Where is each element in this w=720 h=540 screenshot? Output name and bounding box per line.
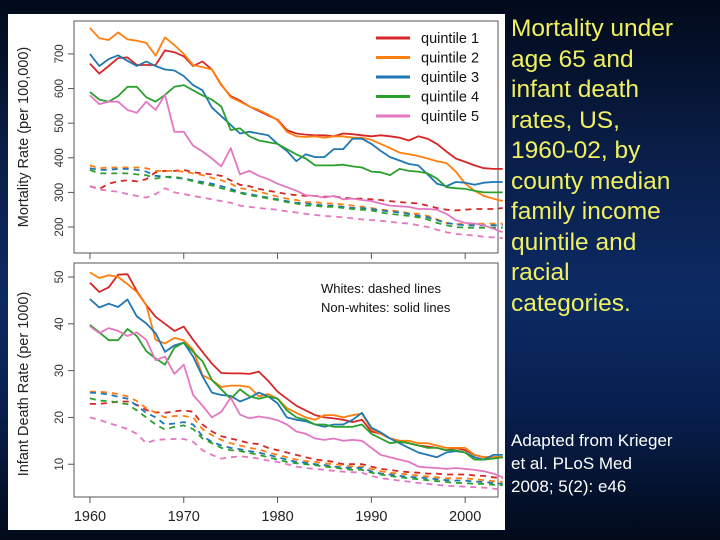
mortality-line-quintile-5-whites: [89, 185, 503, 239]
mortality-y-tick-label: 600: [54, 79, 66, 98]
infant-death-line-quintile-3-non-whites: [89, 298, 503, 461]
mortality-line-quintile-4-whites: [89, 169, 503, 229]
infant-death-plot-frame: [73, 262, 499, 498]
infant-death-line-quintile-2-whites: [89, 390, 503, 483]
infant-death-y-tick-label: 30: [54, 364, 66, 377]
mortality-y-tick-label: 500: [54, 114, 66, 133]
slide-title-line: family income: [511, 198, 661, 225]
mortality-line-quintile-2-non-whites: [89, 27, 503, 202]
citation-line: 2008; 5(2): e46: [511, 477, 627, 496]
legend-label: quintile 3: [421, 70, 479, 86]
infant-death-y-axis-label: Infant Death Rate (per 1000): [16, 292, 32, 477]
legend-label: quintile 1: [421, 31, 479, 47]
citation: Adapted from Krieger et al. PLoS Med 200…: [511, 429, 716, 498]
chart-panel: 200 300 400 500 600 700 Mortality Rate (per 1…: [8, 14, 505, 530]
infant-death-y-tick-label: 20: [54, 411, 66, 424]
infant-death-line-quintile-4-non-whites: [89, 324, 503, 461]
mortality-y-axis: 200 300 400 500 600 700: [54, 44, 74, 237]
mortality-y-axis-label: Mortality Rate (per 100,000): [16, 47, 32, 228]
mortality-line-quintile-2-whites: [89, 164, 503, 226]
mortality-y-tick-label: 400: [54, 148, 66, 167]
mortality-y-tick-label: 300: [54, 183, 66, 202]
infant-death-x-tick-label: 1970: [168, 509, 200, 525]
infant-death-y-tick-label: 40: [54, 317, 66, 330]
slide-title-line: county median: [511, 167, 671, 195]
mortality-plot-frame: [73, 20, 499, 254]
mortality-series: [89, 27, 504, 239]
infant-death-x-tick-label: 1960: [74, 509, 106, 525]
mortality-line-quintile-1-non-whites: [89, 49, 503, 170]
infant-death-y-tick-label: 10: [54, 458, 66, 471]
mortality-x-axis: [89, 253, 466, 259]
annotation-whites: Whites: dashed lines: [321, 281, 441, 296]
infant-death-x-tick-label: 1980: [261, 509, 293, 525]
slide-title-line: age 65 and: [511, 45, 634, 73]
infant-death-line-quintile-5-non-whites: [89, 325, 504, 479]
annotation-non-whites: Non-whites: solid lines: [321, 300, 451, 315]
legend-label: quintile 5: [421, 109, 479, 125]
infant-death-plot: 10 20 30 40 50 1960 1970 1980 1990 2000 Infant D…: [16, 262, 504, 525]
infant-death-line-quintile-1-whites: [89, 400, 503, 480]
legend-label: quintile 2: [421, 51, 479, 67]
infant-death-line-quintile-3-whites: [89, 391, 503, 485]
mortality-y-tick-label: 700: [54, 44, 66, 63]
infant-death-y-axis: 10 20 30 40 50: [54, 271, 74, 471]
infant-death-x-tick-label: 1990: [355, 509, 387, 525]
infant-death-x-tick-label: 2000: [449, 509, 481, 525]
mortality-y-tick-label: 200: [54, 217, 66, 236]
slide-title-line: quintile and: [511, 228, 637, 256]
slide-title-line: Mortality under: [511, 15, 674, 42]
infant-death-series: [89, 271, 504, 491]
infant-death-line-quintile-4-whites: [89, 397, 503, 487]
mortality-line-quintile-3-non-whites: [89, 53, 503, 188]
slide-title-line: racial: [511, 259, 570, 286]
infant-death-y-tick-label: 50: [54, 271, 66, 284]
citation-line: et al. PLoS Med: [511, 454, 632, 473]
slide-title-line: 1960-02, by: [511, 137, 641, 164]
slide-title: Mortality under age 65 and infant death …: [511, 14, 716, 319]
mortality-line-quintile-4-non-whites: [89, 84, 503, 194]
legend: quintile 1 quintile 2 quintile 3 quintile 4…: [376, 31, 479, 125]
slide-title-line: rates, US,: [511, 106, 620, 134]
infant-death-line-quintile-5-whites: [89, 416, 503, 491]
mortality-line-quintile-5-non-whites: [89, 93, 504, 234]
legend-label: quintile 4: [421, 90, 479, 106]
infant-death-x-axis: 1960 1970 1980 1990 2000: [74, 497, 481, 525]
citation-line: Adapted from Krieger: [511, 431, 673, 450]
slide-title-line: categories.: [511, 289, 631, 317]
mortality-plot: 200 300 400 500 600 700 Mortality Rate (per 1…: [16, 20, 504, 259]
chart-figure: 200 300 400 500 600 700 Mortality Rate (per 1…: [16, 20, 504, 525]
mortality-line-quintile-1-whites: [89, 168, 503, 212]
slide-title-line: infant death: [511, 76, 640, 103]
mortality-line-quintile-3-whites: [89, 167, 503, 227]
